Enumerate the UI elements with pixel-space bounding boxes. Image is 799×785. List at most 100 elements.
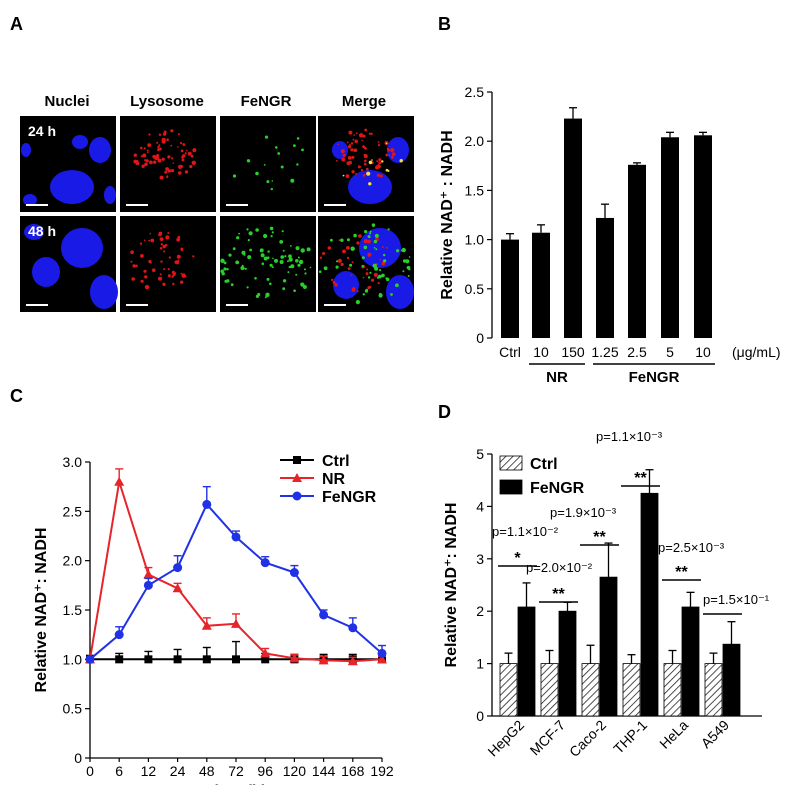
speckle (346, 161, 351, 166)
speckle (342, 249, 346, 254)
speckle (167, 155, 171, 159)
speckle (373, 239, 378, 244)
speckle (172, 282, 175, 286)
speckle (264, 135, 269, 139)
speckle (142, 153, 147, 158)
speckle (362, 293, 365, 296)
speckle (350, 142, 354, 145)
speckle (269, 282, 272, 286)
y-tick-label-d: 2 (476, 603, 484, 619)
speckle (337, 143, 339, 146)
speckle (165, 235, 170, 240)
speckle (254, 277, 257, 280)
speckle (350, 274, 353, 276)
speckle (377, 163, 380, 166)
series-c-FeNGR (85, 485, 387, 664)
point-c-FeNGR (202, 499, 212, 509)
speckle (263, 164, 266, 166)
speckle (139, 242, 143, 245)
speckle (323, 266, 328, 271)
legend-label-c: Ctrl (322, 453, 350, 470)
speckle (255, 171, 259, 176)
bar-d-Ctrl-MCF-7 (540, 663, 559, 717)
speckle (370, 132, 373, 135)
speckle (179, 142, 183, 145)
speckle (159, 175, 164, 180)
x-tick-label-d: Caco-2 (566, 717, 609, 760)
speckle (189, 152, 192, 155)
speckle (340, 238, 344, 242)
speckle (385, 153, 389, 157)
point-c-NR (114, 476, 125, 486)
speckle (180, 247, 184, 251)
speckle (148, 133, 151, 136)
point-c-Ctrl (144, 655, 153, 664)
speckle (160, 260, 163, 263)
speckle (232, 174, 237, 178)
bar-d-FeNGR-MCF-7 (558, 610, 577, 717)
speckle (265, 292, 270, 297)
speckle (157, 146, 160, 149)
bar-d-FeNGR-HeLa (681, 606, 700, 717)
point-c-NR (231, 618, 241, 628)
speckle (319, 256, 323, 259)
speckle (356, 290, 359, 293)
speckle (246, 228, 249, 231)
speckle (377, 141, 380, 143)
speckle (387, 228, 390, 231)
bar-b-5 (661, 137, 679, 338)
speckle (140, 146, 143, 150)
bar-d-FeNGR-A549 (722, 643, 741, 717)
speckle (408, 268, 411, 271)
speckle (295, 246, 300, 251)
x-tick-label-c: 0 (86, 763, 94, 779)
speckle (355, 173, 357, 175)
speckle (158, 144, 161, 147)
legend-label-c: NR (322, 471, 346, 488)
speckle (376, 276, 380, 279)
speckle (164, 170, 168, 174)
speckle (163, 130, 167, 134)
y-tick-label-c: 1.5 (63, 602, 83, 618)
speckle (340, 149, 345, 154)
speckle (341, 157, 346, 162)
x-tick-label-b: 2.5 (627, 344, 647, 360)
y-axis-label-c: Relative NAD⁺: NADH (33, 528, 50, 693)
speckle (260, 253, 265, 258)
speckle (360, 169, 364, 172)
row-label-24h: 24 h (28, 123, 56, 139)
x-tick-label-c: 96 (257, 763, 273, 779)
x-tick-label-b: 10 (695, 344, 711, 360)
speckle (377, 144, 381, 147)
speckle (364, 162, 367, 166)
speckle (354, 139, 359, 144)
speckle (346, 256, 350, 260)
speckle (362, 145, 365, 149)
p-value-d: p=2.5×10⁻³ (658, 540, 725, 555)
speckle (190, 165, 193, 169)
speckle (355, 300, 360, 305)
bar-b-Ctrl (501, 239, 519, 338)
speckle (353, 148, 358, 152)
speckle (374, 233, 379, 238)
speckle (379, 162, 382, 165)
point-c-FeNGR (231, 532, 241, 542)
speckle (235, 260, 240, 265)
speckle (383, 253, 386, 257)
y-tick-label-b: 1.0 (465, 232, 485, 248)
speckle (288, 254, 292, 259)
speckle (158, 133, 162, 136)
speckle (143, 239, 146, 242)
speckle (282, 287, 286, 291)
speckle (168, 256, 171, 259)
speckle (281, 230, 284, 233)
speckle (402, 270, 405, 273)
speckle (282, 249, 285, 252)
speckle (272, 257, 274, 260)
speckle (361, 139, 364, 142)
point-c-NR (201, 620, 212, 630)
point-c-NR (172, 583, 183, 593)
speckle (232, 247, 236, 251)
speckle (368, 182, 372, 186)
speckle (249, 248, 253, 252)
